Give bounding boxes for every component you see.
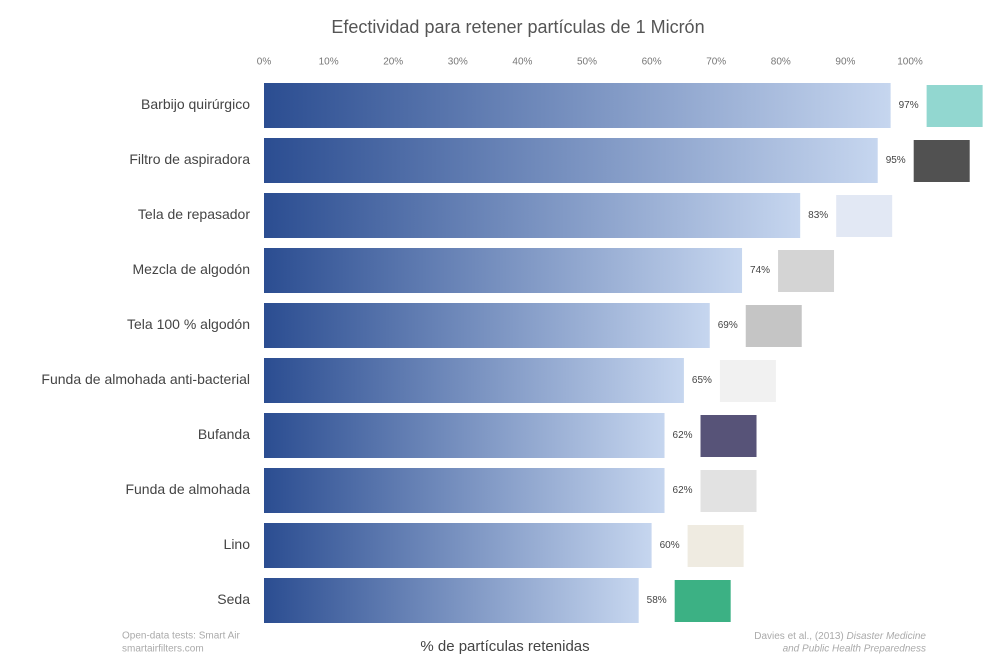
x-tick-label: 40% (512, 57, 532, 68)
category-label: Funda de almohada anti-bacterial (41, 371, 250, 387)
category-label: Bufanda (198, 426, 250, 442)
category-label: Tela de repasador (138, 206, 250, 222)
x-tick-label: 50% (577, 57, 597, 68)
chart-title: Efectividad para retener partículas de 1… (331, 17, 704, 37)
citation-author: Davies et al., (2013) (754, 631, 844, 642)
source: Open-data tests: Smart Air (122, 631, 240, 642)
value-label: 58% (647, 595, 667, 606)
bar (264, 193, 801, 238)
bar (264, 248, 743, 293)
citation: Davies et al., (2013) Disaster Medicine (754, 631, 926, 642)
item-image (913, 140, 970, 182)
value-label: 97% (899, 100, 919, 111)
category-label: Barbijo quirúrgico (141, 96, 250, 112)
value-label: 62% (673, 430, 693, 441)
value-label: 60% (660, 540, 680, 551)
x-tick-label: 100% (897, 57, 923, 68)
item-image (745, 305, 802, 347)
citation-journal: Disaster Medicine (847, 631, 927, 642)
item-image (836, 195, 893, 237)
value-label: 69% (718, 320, 738, 331)
x-tick-label: 70% (706, 57, 726, 68)
x-tick-label: 0% (257, 57, 272, 68)
bar (264, 303, 710, 348)
bar (264, 358, 684, 403)
value-label: 62% (673, 485, 693, 496)
bar (264, 138, 878, 183)
value-label: 74% (750, 265, 770, 276)
category-label: Mezcla de algodón (132, 261, 250, 277)
category-label: Tela 100 % algodón (127, 316, 250, 332)
category-label: Lino (224, 536, 251, 552)
x-tick-label: 60% (642, 57, 662, 68)
value-label: 95% (886, 155, 906, 166)
item-image (719, 360, 776, 402)
category-label: Funda de almohada (125, 481, 250, 497)
citation-journal: and Public Health Preparedness (783, 644, 926, 655)
x-tick-label: 30% (448, 57, 468, 68)
value-label: 83% (808, 210, 828, 221)
item-image (700, 415, 757, 457)
bar (264, 578, 639, 623)
item-image (674, 580, 731, 622)
x-tick-label: 90% (835, 57, 855, 68)
item-image (687, 525, 744, 567)
bar (264, 413, 665, 458)
x-tick-label: 20% (383, 57, 403, 68)
source: smartairfilters.com (122, 644, 204, 655)
category-label: Filtro de aspiradora (129, 151, 250, 167)
x-tick-label: 10% (319, 57, 339, 68)
item-image (700, 470, 757, 512)
category-label: Seda (217, 591, 250, 607)
value-label: 65% (692, 375, 712, 386)
bar (264, 523, 652, 568)
x-axis-label: % de partículas retenidas (420, 638, 589, 655)
x-tick-label: 80% (771, 57, 791, 68)
item-image (926, 85, 983, 127)
item-image (778, 250, 835, 292)
bar (264, 468, 665, 513)
bar (264, 83, 891, 128)
